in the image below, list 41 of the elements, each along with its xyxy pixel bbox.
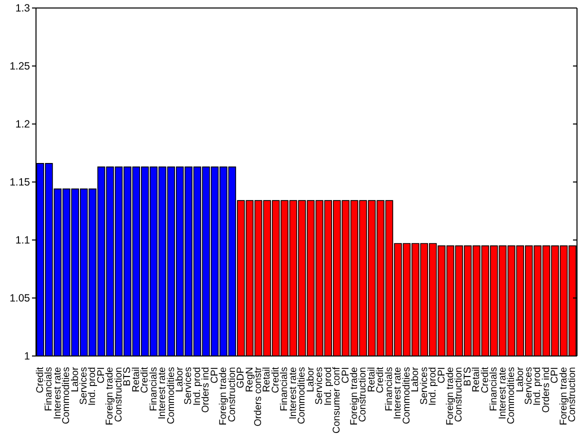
y-tick-label: 1.25 — [10, 60, 30, 73]
x-tick-label: RegN — [244, 367, 256, 392]
x-tick-label: Ind. prod — [192, 367, 203, 406]
x-tick-label: Ind. prod — [428, 367, 439, 406]
x-tick-label: Ind. prod — [87, 367, 98, 406]
x-tick-label: Credit — [270, 366, 282, 394]
x-tick-label: Construction — [454, 367, 465, 422]
x-tick-label: Labor — [70, 366, 81, 392]
x-tick-label: GDP — [236, 366, 247, 388]
x-tick-label: Ind. prod — [532, 367, 544, 406]
x-tick-label: Labor — [174, 366, 186, 392]
x-tick-label: CPI — [340, 367, 352, 384]
x-tick-label: Labor — [514, 366, 526, 392]
x-tick-label: Orders ind — [200, 367, 212, 413]
x-tick-label: CPI — [550, 367, 561, 384]
x-tick-label: Retail — [366, 367, 378, 392]
x-tick-label: Credit — [480, 366, 491, 394]
y-tick-label: 1 — [24, 350, 30, 363]
y-tick-label: 1.05 — [10, 292, 30, 305]
x-tick-label: Orders ind — [540, 367, 552, 413]
x-tick-label: CPI — [436, 367, 448, 384]
x-tick-label: BTS — [462, 366, 474, 386]
y-tick-label: 1.3 — [15, 2, 30, 15]
x-tick-label: CPI — [96, 367, 107, 384]
y-tick-label: 1.1 — [15, 234, 30, 247]
x-tick-label: Construction — [113, 367, 124, 422]
x-tick-label: Services — [78, 366, 90, 405]
x-tick-label: Consumer conf — [332, 366, 343, 434]
x-tick-label: Financials — [148, 366, 160, 412]
x-tick-label: Financials — [488, 366, 500, 412]
x-tick-label: CPI — [209, 367, 220, 384]
x-tick-label: Financials — [384, 366, 395, 412]
x-tick-label: Construction — [226, 367, 238, 422]
x-tick-label: Construction — [567, 367, 578, 422]
x-tick-label: Financials — [44, 366, 55, 412]
y-tick-label: 1.15 — [10, 176, 30, 189]
x-tick-label: Labor — [305, 366, 316, 392]
x-tick-label: Financials — [279, 366, 290, 412]
y-tick-label: 1.2 — [15, 118, 30, 131]
x-tick-label: Labor — [410, 366, 422, 392]
x-tick-label: Ind. prod — [322, 367, 334, 406]
